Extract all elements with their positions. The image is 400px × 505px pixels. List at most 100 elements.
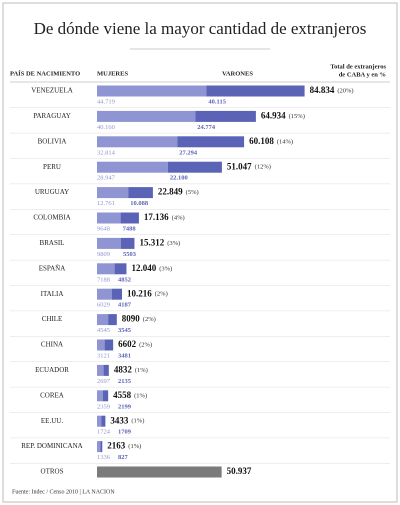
category-label: CHILE — [42, 315, 63, 323]
percent-label: (20%) — [337, 87, 353, 94]
percent-label: (1%) — [135, 367, 148, 374]
percent-label: (3%) — [159, 265, 172, 272]
bar-segment — [111, 288, 122, 300]
value-label: 28.947 — [97, 175, 116, 182]
category-label: OTROS — [41, 468, 64, 476]
value-label: 7188 — [97, 276, 110, 283]
category-label: ECUADOR — [35, 366, 69, 374]
percent-label: (12%) — [255, 164, 271, 171]
bar-segment — [97, 314, 109, 326]
value-label: 4187 — [118, 302, 132, 309]
percent-label: (14%) — [277, 138, 293, 145]
bar-segment — [97, 390, 103, 402]
percent-label: (3%) — [167, 240, 180, 247]
category-label: ESPAÑA — [39, 264, 66, 272]
value-label: 9809 — [97, 251, 110, 258]
bar-segment — [97, 85, 207, 97]
bar-segment — [97, 288, 112, 300]
percent-label: (1%) — [134, 392, 147, 399]
value-label: 22.100 — [170, 175, 188, 182]
value-label: 5503 — [123, 251, 137, 258]
value-label: 3121 — [97, 352, 110, 359]
bar-segment — [97, 339, 105, 351]
bar-segment — [102, 390, 109, 402]
total-header: de CABA y en % — [339, 71, 386, 78]
value-label: 1724 — [97, 429, 111, 436]
category-label: VENEZUELA — [31, 87, 73, 95]
percent-label: (2%) — [155, 291, 168, 298]
total-label: 12.040 — [131, 263, 156, 273]
total-label: 4832 — [114, 364, 133, 374]
total-label: 51.047 — [227, 161, 252, 171]
bar-segment — [97, 441, 101, 453]
source: Fuente: Indec / Censo 2010 | LA NACION — [12, 489, 115, 495]
bar-segment — [97, 263, 115, 275]
category-label: COREA — [40, 391, 64, 399]
bar-segment — [120, 212, 139, 224]
bar-segment — [97, 364, 104, 376]
bar-segment — [101, 415, 106, 427]
total-label: 2163 — [107, 441, 126, 451]
value-label: 1336 — [97, 454, 111, 461]
bar-segment — [177, 136, 245, 148]
total-label: 17.136 — [144, 212, 169, 222]
total-label: 84.834 — [310, 85, 335, 95]
bar-segment — [97, 136, 178, 148]
category-label: PERU — [43, 163, 61, 171]
value-label: 44.719 — [97, 98, 115, 105]
value-label: 32.814 — [97, 149, 116, 156]
value-label: 2135 — [118, 378, 132, 385]
value-label: 3545 — [118, 327, 132, 334]
value-label: 9648 — [97, 225, 110, 232]
category-label: BRASIL — [40, 239, 65, 247]
bar-segment — [167, 161, 222, 173]
bar-segment — [104, 339, 114, 351]
value-label: 4852 — [118, 276, 131, 283]
total-label: 4558 — [113, 390, 131, 400]
category-label: BOLIVIA — [38, 137, 67, 145]
total-label: 8090 — [122, 314, 141, 324]
value-label: 3481 — [118, 352, 131, 359]
total-label: 60.108 — [249, 136, 274, 146]
value-label: 24.774 — [197, 124, 216, 131]
bar-segment — [100, 441, 103, 453]
bar-segment — [97, 415, 102, 427]
percent-label: (4%) — [172, 214, 185, 221]
percent-label: (15%) — [289, 113, 305, 120]
category-label: URUGUAY — [35, 188, 69, 196]
value-label: 40.115 — [208, 98, 226, 105]
value-label: 12.761 — [97, 200, 115, 207]
category-header: PAÍS DE NACIMIENTO — [10, 69, 80, 77]
bar-segment — [97, 237, 122, 249]
legend-varones: VARONES — [222, 70, 253, 77]
value-label: 2199 — [118, 403, 132, 410]
value-label: 27.294 — [179, 149, 198, 156]
value-label: 6029 — [97, 302, 110, 309]
bar-segment — [97, 110, 196, 122]
value-label: 10.088 — [130, 200, 149, 207]
chart-title: De dónde viene la mayor cantidad de extr… — [34, 19, 367, 38]
bar-segment — [121, 237, 135, 249]
total-header: Total de extranjeros — [330, 63, 386, 70]
category-label: CHINA — [41, 341, 63, 349]
category-label: PARAGUAY — [33, 112, 71, 120]
total-label: 50.937 — [227, 466, 252, 476]
category-label: ITALIA — [41, 290, 64, 298]
category-label: COLOMBIA — [33, 214, 70, 222]
bar-segment — [97, 212, 121, 224]
total-label: 22.849 — [158, 187, 183, 197]
value-label: 2359 — [97, 403, 110, 410]
total-label: 15.312 — [139, 237, 164, 247]
category-label: EE.UU. — [41, 417, 63, 425]
total-label: 64.934 — [261, 110, 286, 120]
value-label: 40.160 — [97, 124, 115, 131]
percent-label: (2%) — [143, 316, 156, 323]
bar-segment — [206, 85, 305, 97]
category-label: REP. DOMINICANA — [21, 442, 82, 450]
percent-label: (2%) — [139, 341, 152, 348]
value-label: 827 — [118, 454, 129, 461]
value-label: 4545 — [97, 327, 110, 334]
total-label: 6602 — [118, 339, 137, 349]
